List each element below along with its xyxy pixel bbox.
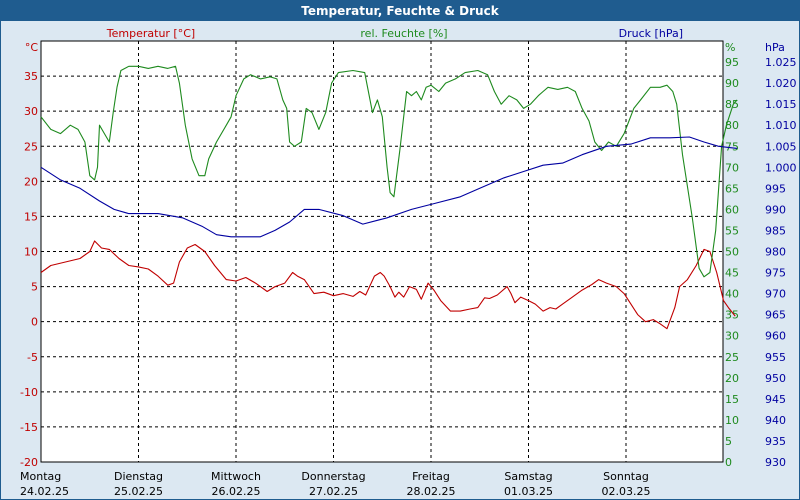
window-title: Temperatur, Feuchte & Druck xyxy=(1,1,799,21)
pressure-tick-label: 1.020 xyxy=(765,77,797,90)
pressure-tick-label: 945 xyxy=(765,393,786,406)
pressure-tick-label: 950 xyxy=(765,372,786,385)
humidity-tick-label: 80 xyxy=(725,119,739,132)
humidity-tick-label: 70 xyxy=(725,161,739,174)
x-tick-day: Mittwoch xyxy=(211,470,261,483)
temperature-unit-label: °C xyxy=(25,41,39,54)
temperature-tick-label: 10 xyxy=(24,246,38,259)
humidity-tick-label: 75 xyxy=(725,140,739,153)
pressure-tick-label: 960 xyxy=(765,330,786,343)
temperature-tick-label: -20 xyxy=(20,456,38,469)
pressure-tick-label: 965 xyxy=(765,309,786,322)
pressure-tick-label: 990 xyxy=(765,203,786,216)
pressure-tick-label: 1.025 xyxy=(765,56,797,69)
x-tick-day: Samstag xyxy=(504,470,552,483)
humidity-tick-label: 40 xyxy=(725,288,739,301)
pressure-tick-label: 1.005 xyxy=(765,140,797,153)
humidity-tick-label: 95 xyxy=(725,56,739,69)
pressure-tick-label: 1.000 xyxy=(765,161,797,174)
humidity-tick-label: 30 xyxy=(725,330,739,343)
x-tick-day: Donnerstag xyxy=(301,470,365,483)
humidity-line xyxy=(40,65,738,278)
x-tick-date: 25.02.25 xyxy=(114,485,163,498)
pressure-tick-label: 1.015 xyxy=(765,98,797,111)
humidity-tick-label: 45 xyxy=(725,267,739,280)
humidity-tick-label: 60 xyxy=(725,203,739,216)
temperature-tick-label: 0 xyxy=(31,316,38,329)
humidity-tick-label: 10 xyxy=(725,414,739,427)
pressure-tick-label: 970 xyxy=(765,288,786,301)
x-tick-date: 24.02.25 xyxy=(20,485,69,498)
humidity-tick-label: 20 xyxy=(725,372,739,385)
pressure-tick-label: 980 xyxy=(765,246,786,259)
legend-label: Druck [hPa] xyxy=(619,27,683,40)
temperature-tick-label: 15 xyxy=(24,210,38,223)
temperature-tick-label: 5 xyxy=(31,281,38,294)
humidity-tick-label: 55 xyxy=(725,224,739,237)
x-tick-date: 28.02.25 xyxy=(407,485,456,498)
pressure-tick-label: 1.010 xyxy=(765,119,797,132)
x-tick-date: 26.02.25 xyxy=(212,485,261,498)
temperature-tick-label: 20 xyxy=(24,175,38,188)
temperature-line xyxy=(40,240,736,330)
x-tick-date: 27.02.25 xyxy=(309,485,358,498)
humidity-tick-label: 65 xyxy=(725,182,739,195)
pressure-tick-label: 955 xyxy=(765,351,786,364)
x-tick-day: Dienstag xyxy=(114,470,163,483)
humidity-tick-label: 35 xyxy=(725,309,739,322)
legend-label: Temperatur [°C] xyxy=(106,27,195,40)
humidity-unit-label: % xyxy=(725,41,735,54)
temperature-tick-label: -5 xyxy=(27,351,38,364)
humidity-tick-label: 90 xyxy=(725,77,739,90)
humidity-tick-label: 0 xyxy=(725,456,732,469)
pressure-tick-label: 985 xyxy=(765,224,786,237)
pressure-tick-label: 930 xyxy=(765,456,786,469)
pressure-tick-label: 935 xyxy=(765,435,786,448)
temperature-tick-label: 25 xyxy=(24,140,38,153)
temperature-tick-label: -15 xyxy=(20,421,38,434)
pressure-tick-label: 940 xyxy=(765,414,786,427)
pressure-tick-label: 975 xyxy=(765,267,786,280)
x-tick-day: Montag xyxy=(20,470,61,483)
plot-area xyxy=(40,40,724,463)
legend-label: rel. Feuchte [%] xyxy=(360,27,447,40)
pressure-unit-label: hPa xyxy=(765,41,785,54)
temperature-tick-label: -10 xyxy=(20,386,38,399)
humidity-tick-label: 25 xyxy=(725,351,739,364)
pressure-line xyxy=(40,136,738,238)
temperature-tick-label: 30 xyxy=(24,105,38,118)
humidity-tick-label: 50 xyxy=(725,246,739,259)
pressure-tick-label: 995 xyxy=(765,182,786,195)
x-tick-day: Freitag xyxy=(412,470,450,483)
x-tick-date: 01.03.25 xyxy=(504,485,553,498)
x-tick-date: 02.03.25 xyxy=(602,485,651,498)
humidity-tick-label: 5 xyxy=(725,435,732,448)
x-tick-day: Sonntag xyxy=(603,470,649,483)
humidity-tick-label: 15 xyxy=(725,393,739,406)
temperature-tick-label: 35 xyxy=(24,70,38,83)
